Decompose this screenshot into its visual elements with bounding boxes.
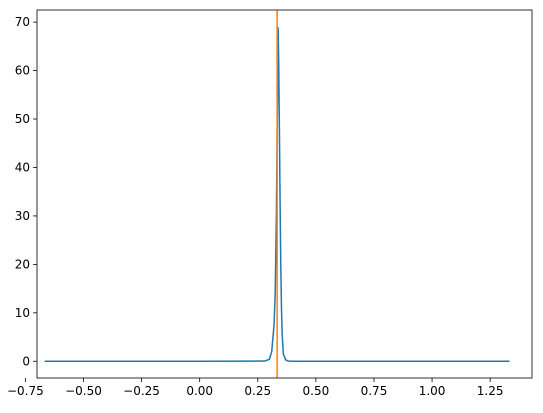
x-tick-label: −0.50: [65, 384, 102, 398]
y-tick-label: 10: [15, 306, 30, 320]
y-tick-label: 40: [15, 160, 30, 174]
x-tick-label: 0.50: [303, 384, 330, 398]
y-tick-label: 70: [15, 15, 30, 29]
series-line-0: [44, 27, 510, 363]
x-tick-label: 0.75: [361, 384, 388, 398]
y-tick-label: 60: [15, 64, 30, 78]
y-tick-label: 30: [15, 209, 30, 223]
x-tick-label: 0.00: [186, 384, 213, 398]
x-axis: −0.75 −0.50 −0.25 0.00 0.25 0.50 0.75 1.00 1.25: [7, 378, 504, 398]
y-axis: 0 10 20 30 40 50 60 70: [15, 15, 37, 368]
plot-frame: [36, 9, 533, 379]
y-tick-label: 50: [15, 112, 30, 126]
plot-area: [37, 10, 532, 378]
y-tick-label: 0: [22, 354, 30, 368]
x-tick-label: 0.25: [244, 384, 271, 398]
x-tick-label: 1.25: [477, 384, 504, 398]
x-tick-label: −0.25: [123, 384, 160, 398]
x-tick-label: 1.00: [419, 384, 446, 398]
x-tick-label: −0.75: [7, 384, 44, 398]
series-layer: [44, 27, 510, 363]
y-tick-label: 20: [15, 257, 30, 271]
